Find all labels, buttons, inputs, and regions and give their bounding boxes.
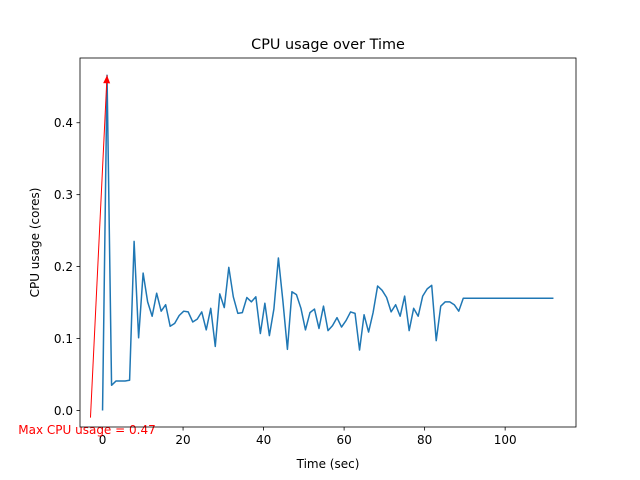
annotation-arrow-line (89, 75, 108, 418)
y-tick-label: 0.3 (54, 188, 73, 202)
x-tick-label: 20 (175, 433, 190, 447)
y-axis-label: CPU usage (cores) (28, 188, 42, 298)
y-tick-label: 0.0 (54, 404, 73, 418)
annotation-arrow-head (103, 75, 111, 84)
x-tick-label: 0 (99, 433, 107, 447)
x-tick-label: 40 (256, 433, 271, 447)
y-tick-label: 0.4 (54, 116, 73, 130)
x-tick-label: 80 (417, 433, 432, 447)
plot-area (80, 58, 576, 427)
series-line-cpu-usage (101, 74, 554, 411)
y-axis-ticks: 0.0 0.1 0.2 0.3 0.4 (54, 116, 80, 418)
chart-title: CPU usage over Time (251, 37, 405, 53)
plot-frame (79, 57, 577, 428)
x-axis-ticks: 0 20 40 60 80 100 (99, 427, 517, 447)
x-axis-label: Time (sec) (296, 457, 360, 471)
x-tick-label: 100 (494, 433, 517, 447)
series-layer (101, 74, 554, 411)
x-tick-label: 60 (336, 433, 351, 447)
y-tick-label: 0.1 (54, 332, 73, 346)
annotation-label: Max CPU usage = 0.47 (18, 423, 155, 437)
y-tick-label: 0.2 (54, 260, 73, 274)
annotation-layer: Max CPU usage = 0.47 (18, 75, 156, 437)
